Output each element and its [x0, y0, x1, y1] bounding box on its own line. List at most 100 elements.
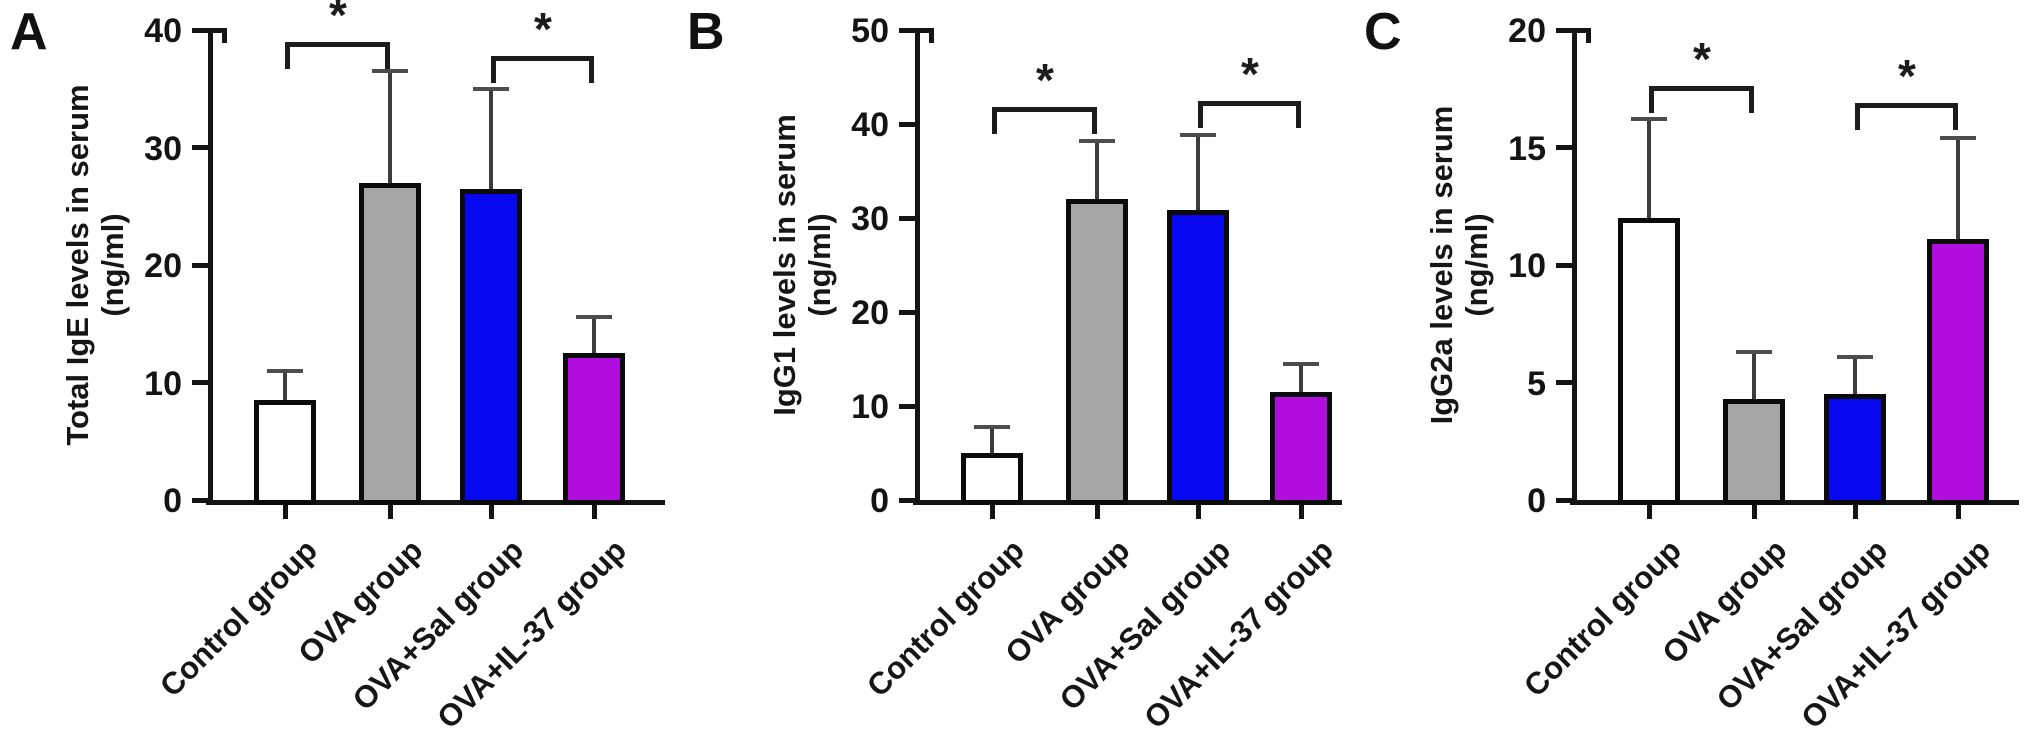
sig-bracket-line	[1198, 101, 1301, 106]
error-bar-stem	[1095, 141, 1099, 199]
sig-bracket-end	[992, 107, 997, 134]
x-tick-label: Control group	[153, 532, 325, 704]
x-tick-mark	[283, 505, 288, 519]
y-axis-top-hook	[1586, 28, 1591, 43]
sig-bracket-line	[1649, 86, 1754, 91]
sig-bracket-end	[1749, 86, 1754, 113]
y-tick-mark	[192, 263, 208, 268]
panel-letter: C	[1364, 3, 1402, 61]
y-axis-line	[915, 28, 920, 505]
x-tick-mark	[1095, 505, 1100, 519]
sig-bracket-end	[1296, 101, 1301, 128]
bar-ova-il-37-group	[1927, 239, 1989, 505]
error-bar-stem	[990, 427, 994, 453]
x-axis-line	[1570, 500, 2019, 505]
error-bar-cap	[1940, 136, 1976, 140]
y-tick-mark	[1556, 145, 1572, 150]
y-tick-label: 0	[1527, 482, 1546, 520]
sig-bracket-end	[385, 42, 390, 69]
sig-asterisk: *	[1036, 54, 1054, 106]
error-bar-stem	[1299, 364, 1303, 392]
sig-asterisk: *	[534, 3, 552, 55]
y-tick-label: 20	[1508, 12, 1546, 50]
x-tick-mark	[1299, 505, 1304, 519]
error-bar-stem	[592, 317, 596, 353]
y-tick-label: 40	[144, 12, 182, 50]
y-tick-mark	[899, 498, 915, 503]
panel-a: A Total IgE levels in serum (ng/ml) 0 10 20 30…	[0, 0, 677, 735]
sig-bracket-end	[1855, 103, 1860, 130]
error-bar-cap	[1631, 117, 1667, 121]
x-tick-label: OVA+IL-37 group	[430, 532, 634, 735]
sig-bracket-end	[285, 42, 290, 69]
y-tick-label: 10	[144, 365, 182, 403]
y-axis-top-stub	[208, 28, 227, 33]
y-tick-label: 10	[851, 388, 889, 426]
bar-control-group	[254, 400, 316, 505]
sig-bracket-end	[1649, 86, 1654, 113]
bar-ova-sal-group	[460, 189, 522, 505]
bar-ova-il-37-group	[563, 353, 625, 505]
y-tick-mark	[192, 145, 208, 150]
bar-ova-sal-group	[1167, 210, 1229, 505]
error-bar-cap	[1736, 350, 1772, 354]
panel-letter: A	[10, 3, 48, 61]
y-tick-mark	[899, 216, 915, 221]
y-tick-mark	[192, 380, 208, 385]
sig-bracket-line	[1855, 103, 1958, 108]
y-axis-title-line: Total IgE levels in serum	[60, 84, 95, 446]
y-tick-mark	[1556, 380, 1572, 385]
y-tick-label: 50	[851, 12, 889, 50]
y-tick-label: 0	[163, 482, 182, 520]
y-axis-line	[1572, 28, 1577, 505]
bar-ova-il-37-group	[1270, 392, 1332, 505]
error-bar-stem	[489, 89, 493, 189]
y-tick-label: 5	[1527, 365, 1546, 403]
error-bar-cap	[267, 369, 303, 373]
y-axis-top-hook	[222, 28, 227, 43]
x-tick-mark	[592, 505, 597, 519]
error-bar-cap	[473, 87, 509, 91]
bar-ova-group	[359, 183, 421, 505]
error-bar-cap	[1079, 139, 1115, 143]
bar-ova-sal-group	[1824, 394, 1886, 505]
sig-bracket-end	[1953, 103, 1958, 130]
x-tick-mark	[1853, 505, 1858, 519]
x-tick-mark	[990, 505, 995, 519]
y-tick-mark	[192, 28, 208, 33]
x-tick-mark	[388, 505, 393, 519]
x-tick-mark	[1196, 505, 1201, 519]
x-tick-label: OVA+IL-37 group	[1794, 532, 1998, 735]
y-axis-title-line: IgG1 levels in serum	[767, 114, 802, 416]
x-tick-label: Control group	[860, 532, 1032, 704]
x-tick-mark	[1647, 505, 1652, 519]
y-tick-mark	[899, 404, 915, 409]
error-bar-cap	[1180, 133, 1216, 137]
panel-letter: B	[687, 3, 725, 61]
y-tick-label: 40	[851, 106, 889, 144]
error-bar-cap	[372, 69, 408, 73]
sig-bracket-line	[285, 42, 390, 47]
sig-asterisk: *	[1693, 33, 1711, 85]
x-tick-label: OVA+IL-37 group	[1137, 532, 1341, 735]
error-bar-stem	[388, 71, 392, 183]
panel-c: C IgG2a levels in serum (ng/ml) 0 5 10 15 20 Con…	[1354, 0, 2031, 735]
error-bar-stem	[1956, 138, 1960, 239]
y-tick-label: 20	[144, 247, 182, 285]
sig-bracket-end	[1092, 107, 1097, 134]
y-axis-title: IgG1 levels in serum (ng/ml)	[767, 30, 839, 500]
sig-bracket-end	[589, 56, 594, 83]
y-axis-top-hook	[929, 28, 934, 43]
sig-asterisk: *	[1241, 48, 1259, 100]
y-tick-mark	[1556, 498, 1572, 503]
sig-bracket-end	[1198, 101, 1203, 128]
y-tick-mark	[899, 310, 915, 315]
y-tick-label: 15	[1508, 130, 1546, 168]
y-tick-mark	[192, 498, 208, 503]
sig-bracket-line	[992, 107, 1097, 112]
error-bar-stem	[283, 371, 287, 400]
bar-control-group	[1618, 218, 1680, 505]
y-tick-label: 30	[144, 130, 182, 168]
x-tick-mark	[489, 505, 494, 519]
